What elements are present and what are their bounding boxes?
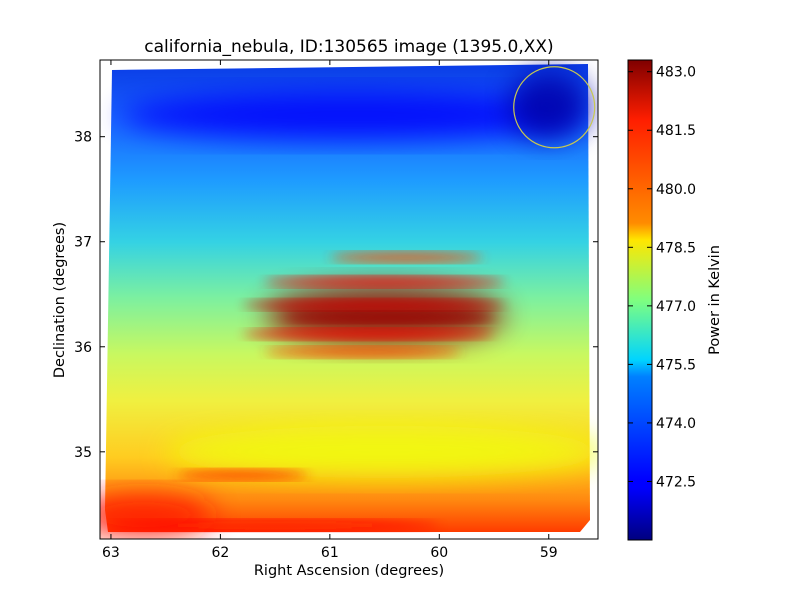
heatmap-stripe-5 bbox=[264, 347, 462, 358]
colorbar-tick-label: 474.0 bbox=[656, 416, 696, 432]
heatmap-stripe-1 bbox=[264, 276, 505, 287]
y-tick-label: 38 bbox=[74, 130, 92, 146]
y-tick-label: 36 bbox=[74, 340, 92, 356]
x-axis-label: Right Ascension (degrees) bbox=[254, 563, 444, 579]
x-tick-label: 63 bbox=[102, 545, 120, 561]
heatmap-stripe-2 bbox=[242, 299, 505, 310]
heatmap-stripe-7 bbox=[110, 520, 440, 531]
heatmap-region-0 bbox=[121, 91, 582, 140]
x-tick-label: 59 bbox=[540, 545, 558, 561]
x-axis-ticks: 63 62 61 60 59 bbox=[102, 60, 558, 561]
y-axis-label: Declination (degrees) bbox=[52, 222, 68, 378]
colorbar-tick-label: 477.0 bbox=[656, 299, 696, 315]
colorbar-label: Power in Kelvin bbox=[707, 245, 723, 355]
colorbar-tick-label: 475.5 bbox=[656, 357, 696, 373]
colorbar-tick-label: 480.0 bbox=[656, 182, 696, 198]
y-axis-ticks: 35 36 37 38 bbox=[74, 130, 598, 461]
colorbar-tick-label: 478.5 bbox=[656, 240, 696, 256]
beam-circle-marker bbox=[513, 66, 596, 149]
heatmap-stripe-0 bbox=[329, 252, 484, 263]
colorbar-tick-label: 481.5 bbox=[656, 123, 696, 139]
x-tick-label: 60 bbox=[430, 545, 448, 561]
heatmap-image bbox=[100, 60, 598, 539]
colorbar: 472.5 474.0 475.5 477.0 478.5 480.0 481.5 483.0… bbox=[627, 59, 723, 541]
y-tick-label: 35 bbox=[74, 445, 92, 461]
plot-frame bbox=[99, 59, 599, 540]
colorbar-tick-label: 483.0 bbox=[656, 65, 696, 81]
heatmap-region-1 bbox=[508, 71, 589, 140]
chart-title: california_nebula, ID:130565 image (1395… bbox=[144, 37, 553, 57]
heatmap-stripe-6 bbox=[176, 469, 308, 480]
x-tick-label: 62 bbox=[211, 545, 229, 561]
heatmap-region-3 bbox=[100, 492, 214, 537]
heatmap-stripes bbox=[110, 252, 505, 531]
x-tick-label: 61 bbox=[321, 545, 339, 561]
colorbar-ticks: 472.5 474.0 475.5 477.0 478.5 480.0 481.5 483.0 bbox=[628, 65, 696, 490]
heatmap-stripe-4 bbox=[242, 329, 495, 340]
heatmap-region-4 bbox=[164, 425, 598, 478]
heatmap-stripe-3 bbox=[286, 312, 495, 323]
colorbar-tick-label: 472.5 bbox=[656, 474, 696, 490]
colorbar-gradient bbox=[627, 59, 653, 541]
y-tick-label: 37 bbox=[74, 235, 92, 251]
